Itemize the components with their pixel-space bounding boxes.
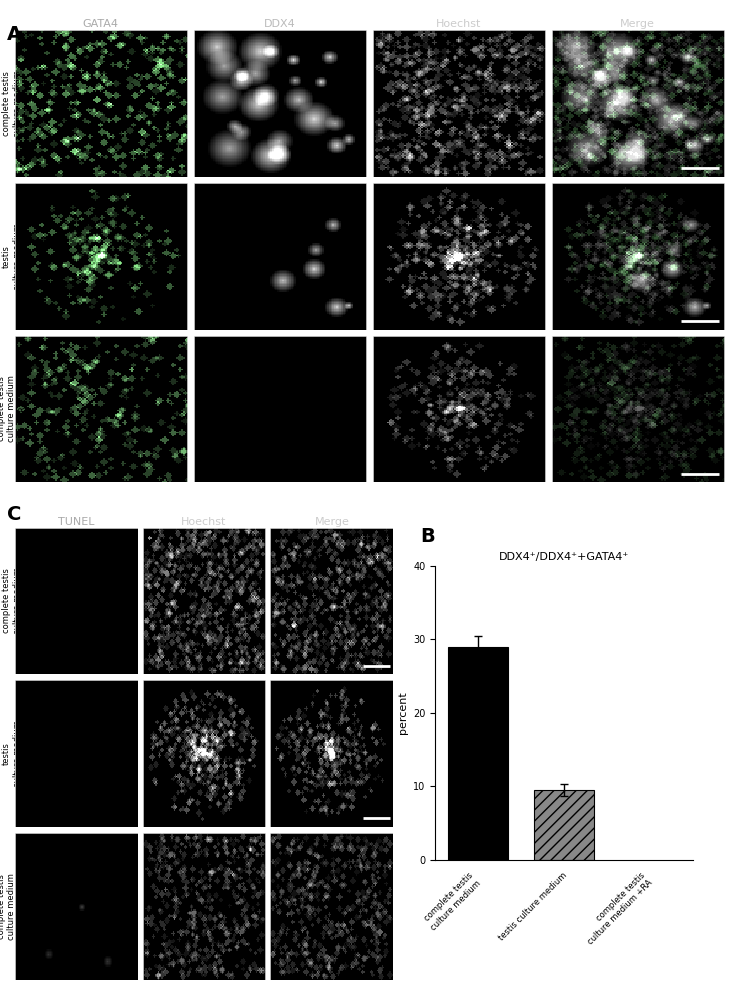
Title: Hoechst: Hoechst bbox=[436, 19, 481, 29]
Y-axis label: complete testis
culture medium: complete testis culture medium bbox=[2, 70, 21, 137]
Title: DDX4⁺/DDX4⁺+GATA4⁺: DDX4⁺/DDX4⁺+GATA4⁺ bbox=[499, 552, 629, 562]
Title: DDX4: DDX4 bbox=[264, 19, 295, 29]
Y-axis label: testis
culture medium: testis culture medium bbox=[2, 720, 21, 787]
Title: Merge: Merge bbox=[620, 19, 655, 29]
Title: Hoechst: Hoechst bbox=[181, 517, 227, 527]
Bar bbox=[448, 647, 508, 860]
Text: complete testis
culture medium +RA: complete testis culture medium +RA bbox=[578, 871, 654, 947]
Text: testis culture medium: testis culture medium bbox=[496, 871, 569, 943]
Text: A: A bbox=[7, 25, 23, 44]
Y-axis label: testis
culture medium: testis culture medium bbox=[2, 223, 21, 290]
Y-axis label: complete testis
culture medium
+RA: complete testis culture medium +RA bbox=[0, 873, 27, 940]
Title: Merge: Merge bbox=[314, 517, 349, 527]
Title: TUNEL: TUNEL bbox=[58, 517, 94, 527]
Y-axis label: complete testis
culture medium: complete testis culture medium bbox=[2, 568, 21, 634]
Bar bbox=[534, 790, 594, 860]
Text: complete testis
culture medium: complete testis culture medium bbox=[422, 871, 482, 932]
Text: C: C bbox=[7, 505, 22, 524]
Y-axis label: complete testis
culture medium
+RA: complete testis culture medium +RA bbox=[0, 376, 27, 442]
Y-axis label: percent: percent bbox=[398, 692, 408, 734]
Text: B: B bbox=[420, 527, 436, 546]
Title: GATA4: GATA4 bbox=[83, 19, 118, 29]
